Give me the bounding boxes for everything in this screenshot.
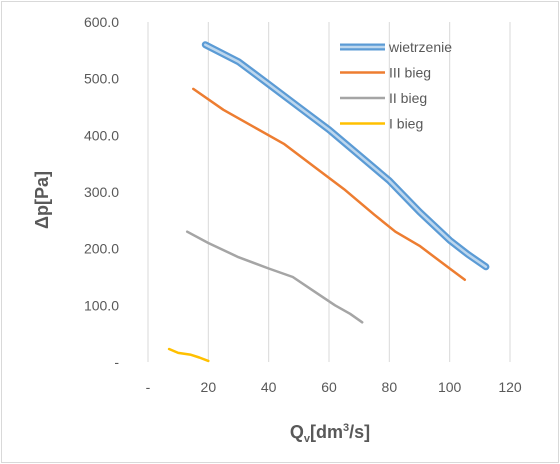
legend-label-wietrzenie: wietrzenie (388, 39, 452, 55)
x-axis-title-main: Q (290, 422, 304, 442)
x-tick-label-5: 100 (438, 379, 462, 395)
y-axis-ticks: - 100.0 200.0 300.0 400.0 500.0 600.0 (84, 14, 119, 370)
x-tick-label-3: 60 (321, 379, 337, 395)
y-tick-label-2: 200.0 (84, 241, 119, 257)
grid-lines (147, 22, 511, 362)
series-wietrzenie-line (204, 43, 488, 269)
y-tick-label-5: 500.0 (84, 71, 119, 87)
y-tick-label-1: 100.0 (84, 297, 119, 313)
series-i-bieg-line (167, 347, 210, 363)
x-tick-label-1: 20 (201, 379, 217, 395)
x-axis-title-end: /s] (349, 422, 370, 442)
x-axis-title-rest: [dm (310, 422, 343, 442)
series-iii-bieg-line (192, 87, 467, 282)
legend: wietrzenie III bieg II bieg I bieg (340, 39, 452, 132)
legend-label-i-bieg: I bieg (389, 116, 423, 132)
x-axis-title: Qv[dm3/s] (290, 422, 370, 445)
y-axis-title: Δp[Pa] (32, 171, 52, 229)
x-axis-title-sub: v (304, 433, 311, 445)
x-axis-ticks: - 20 40 60 80 100 120 (146, 379, 522, 395)
y-tick-label-4: 400.0 (84, 127, 119, 143)
y-tick-label-6: 600.0 (84, 14, 119, 30)
x-tick-label-4: 80 (382, 379, 398, 395)
y-tick-label-0: - (114, 354, 119, 370)
series-layer (167, 41, 490, 363)
legend-label-ii-bieg: II bieg (389, 90, 427, 106)
y-tick-label-3: 300.0 (84, 184, 119, 200)
x-axis-title-sup: 3 (343, 422, 349, 434)
series-ii-bieg-line (185, 230, 364, 324)
x-tick-label-6: 120 (498, 379, 522, 395)
legend-label-iii-bieg: III bieg (389, 65, 431, 81)
x-tick-label-2: 40 (261, 379, 277, 395)
x-tick-label-0: - (146, 379, 151, 395)
